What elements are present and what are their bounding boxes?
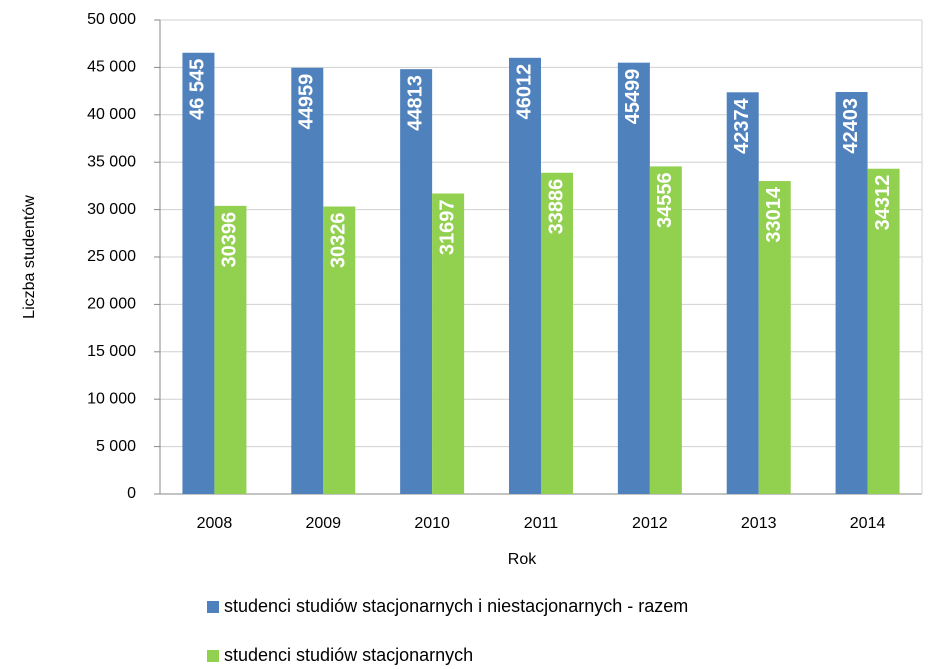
y-tick-label: 15 000 (87, 343, 136, 360)
legend-swatch (207, 650, 219, 662)
data-label: 42374 (731, 97, 753, 153)
y-axis-title: Liczba studentów (21, 195, 38, 319)
y-tick-label: 10 000 (87, 390, 136, 407)
bar (726, 92, 759, 494)
legend-swatch (207, 601, 219, 613)
bar (432, 193, 465, 494)
x-tick-label: 2010 (414, 515, 450, 532)
bar (835, 92, 868, 494)
data-label: 30396 (219, 212, 241, 268)
data-label: 33886 (545, 179, 567, 235)
data-label: 33014 (763, 186, 785, 242)
bar (323, 206, 356, 494)
data-label: 45499 (622, 69, 644, 125)
legend-label: studenci studiów stacjonarnych i niestac… (224, 596, 688, 616)
y-tick-label: 50 000 (87, 11, 136, 28)
x-tick-label: 2014 (850, 515, 886, 532)
bar (617, 62, 650, 494)
data-label: 46012 (513, 64, 535, 120)
bar (541, 172, 573, 494)
data-label: 34312 (872, 175, 894, 231)
y-tick-label: 25 000 (87, 248, 136, 265)
x-tick-label: 2013 (741, 515, 777, 532)
data-label: 34556 (654, 172, 676, 228)
y-tick-label: 20 000 (87, 296, 136, 313)
data-label: 44813 (404, 75, 426, 131)
x-tick-label: 2011 (524, 515, 559, 532)
data-label: 46 545 (187, 59, 209, 120)
x-axis-title: Rok (508, 551, 537, 568)
bar (758, 181, 791, 494)
legend-label: studenci studiów stacjonarnych (224, 645, 473, 665)
bar (182, 52, 215, 495)
data-label: 31697 (436, 200, 458, 256)
y-tick-label: 0 (127, 485, 136, 502)
data-label: 42403 (840, 98, 862, 154)
bar (649, 166, 682, 494)
bar (400, 69, 433, 494)
y-tick-label: 35 000 (87, 153, 136, 170)
y-tick-label: 5 000 (96, 438, 136, 455)
bar (867, 168, 900, 495)
bar (291, 67, 324, 494)
data-label: 44959 (296, 74, 318, 130)
y-tick-label: 40 000 (87, 106, 136, 123)
x-tick-label: 2009 (305, 515, 341, 532)
x-tick-label: 2008 (197, 515, 233, 532)
bar (214, 205, 247, 494)
bar (509, 57, 541, 494)
data-label: 30326 (328, 213, 350, 269)
x-tick-label: 2012 (632, 515, 668, 532)
y-tick-label: 30 000 (87, 201, 136, 218)
y-tick-label: 45 000 (87, 59, 136, 76)
